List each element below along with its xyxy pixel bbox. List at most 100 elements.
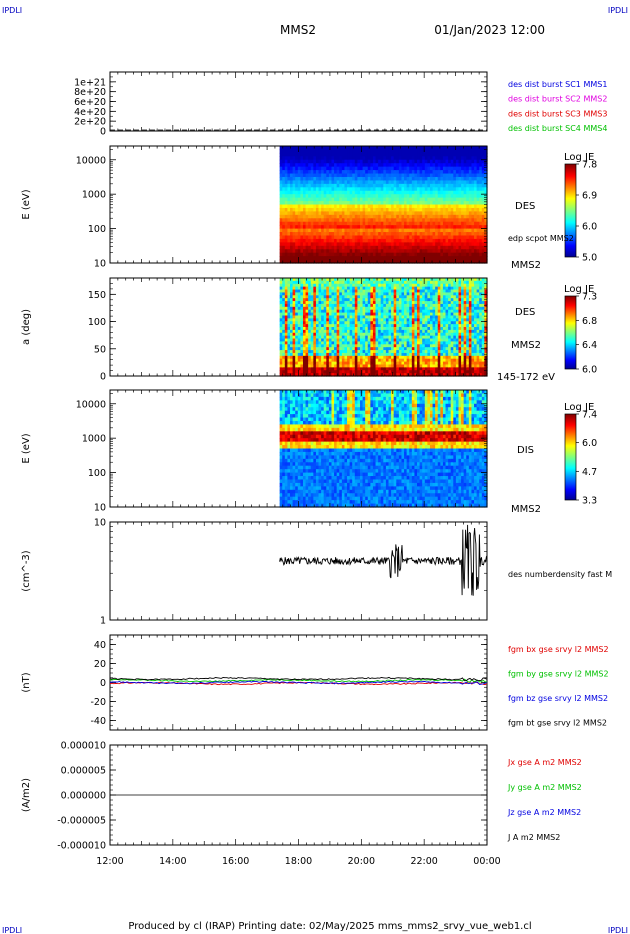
spectrogram-pixel: [357, 283, 361, 288]
spectrogram-pixel: [362, 344, 366, 348]
spectrogram-pixel: [326, 211, 330, 216]
spectrogram-pixel: [302, 156, 307, 161]
spectrogram-pixel: [359, 170, 364, 175]
spectrogram-pixel: [279, 361, 283, 366]
spectrogram-pixel: [476, 228, 480, 233]
spectrogram-pixel: [349, 225, 353, 230]
spectrogram-pixel: [432, 197, 436, 202]
spectrogram-pixel: [349, 238, 353, 243]
spectrogram-pixel: [331, 170, 335, 175]
spectrogram-pixel: [331, 315, 335, 319]
spectrogram-pixel: [450, 249, 454, 254]
spectrogram-pixel: [359, 166, 364, 171]
spectrogram-pixel: [414, 338, 418, 343]
spectrogram-pixel: [365, 289, 369, 294]
spectrogram-pixel: [468, 259, 473, 264]
spectrogram-pixel: [427, 183, 431, 188]
spectrogram-pixel: [326, 303, 330, 308]
spectrogram-pixel: [310, 352, 314, 357]
spectrogram-pixel: [435, 146, 439, 151]
spectrogram-pixel: [393, 352, 397, 357]
spectrogram-pixel: [442, 207, 447, 212]
spectrogram-pixel: [326, 373, 330, 377]
spectrogram-pixel: [279, 341, 283, 345]
spectrogram-pixel: [375, 238, 379, 243]
spectrogram-pixel: [318, 176, 322, 182]
spectrogram-pixel: [419, 214, 423, 219]
spectrogram-pixel: [372, 146, 377, 151]
spectrogram-pixel: [378, 180, 382, 185]
spectrogram-pixel: [362, 370, 366, 374]
spectrogram-pixel: [440, 249, 444, 254]
spectrogram-pixel: [365, 197, 369, 202]
spectrogram-pixel: [354, 278, 359, 282]
spectrogram-pixel: [429, 204, 434, 209]
spectrogram-pixel: [336, 197, 340, 202]
spectrogram-pixel: [323, 329, 327, 334]
spectrogram-pixel: [370, 259, 374, 264]
spectrogram-pixel: [287, 163, 291, 168]
spectrogram-pixel: [367, 321, 371, 325]
spectrogram-pixel: [336, 324, 340, 328]
spectrogram-pixel: [398, 355, 403, 360]
spectrogram-pixel: [292, 329, 296, 334]
spectrogram-pixel: [344, 283, 348, 288]
spectrogram-pixel: [409, 170, 413, 175]
spectrogram-pixel: [396, 286, 400, 291]
spectrogram-pixel: [305, 259, 309, 264]
spectrogram-pixel: [357, 166, 361, 171]
spectrogram-pixel: [331, 235, 335, 240]
spectrogram-pixel: [318, 221, 322, 226]
spectrogram-pixel: [463, 214, 467, 219]
spectrogram-pixel: [328, 252, 333, 257]
spectrogram-pixel: [414, 249, 418, 254]
spectrogram-pixel: [484, 218, 488, 223]
spectrogram-pixel: [419, 194, 423, 199]
spectrogram-pixel: [479, 228, 483, 233]
spectrogram-pixel: [295, 207, 299, 212]
spectrogram-pixel: [424, 249, 428, 254]
spectrogram-pixel: [383, 190, 387, 195]
spectrogram-pixel: [349, 303, 353, 308]
spectrogram-pixel: [362, 318, 366, 322]
spectrogram-pixel: [406, 321, 410, 325]
spectrogram-pixel: [414, 232, 418, 237]
spectrogram-pixel: [461, 166, 465, 171]
spectrogram-pixel: [295, 295, 299, 299]
spectrogram-pixel: [305, 159, 309, 164]
spectrogram-pixel: [321, 367, 325, 371]
spectrogram-pixel: [359, 156, 364, 161]
spectrogram-pixel: [354, 149, 359, 154]
spectrogram-pixel: [388, 335, 392, 340]
spectrogram-pixel: [302, 289, 307, 294]
spectrogram-pixel: [284, 332, 289, 337]
spectrogram-pixel: [321, 207, 325, 212]
spectrogram-pixel: [287, 335, 291, 340]
spectrogram-pixel: [370, 309, 374, 314]
spectrogram-pixel: [308, 149, 312, 154]
spectrogram-pixel: [339, 289, 343, 294]
spectrogram-pixel: [367, 338, 371, 343]
spectrogram-pixel: [398, 306, 403, 311]
spectrogram-pixel: [297, 190, 301, 195]
spectrogram-pixel: [334, 156, 338, 161]
spectrogram-pixel: [458, 252, 462, 257]
spectrogram-pixel: [385, 341, 390, 345]
spectrogram-pixel: [297, 163, 301, 168]
spectrogram-pixel: [372, 373, 377, 377]
spectrogram-pixel: [313, 259, 317, 264]
spectrogram-pixel: [334, 207, 338, 212]
spectrogram-pixel: [455, 211, 460, 216]
spectrogram-pixel: [321, 280, 325, 285]
spectrogram-pixel: [429, 218, 434, 223]
spectrogram-pixel: [336, 355, 340, 360]
spectrogram-pixel: [383, 249, 387, 254]
spectrogram-pixel: [385, 201, 390, 206]
spectrogram-pixel: [463, 225, 467, 230]
spectrogram-pixel: [352, 187, 356, 192]
spectrogram-pixel: [300, 180, 304, 185]
spectrogram-pixel: [321, 214, 325, 219]
spectrogram-pixel: [308, 347, 312, 351]
spectrogram-pixel: [347, 211, 351, 216]
spectrogram-pixel: [458, 170, 462, 175]
